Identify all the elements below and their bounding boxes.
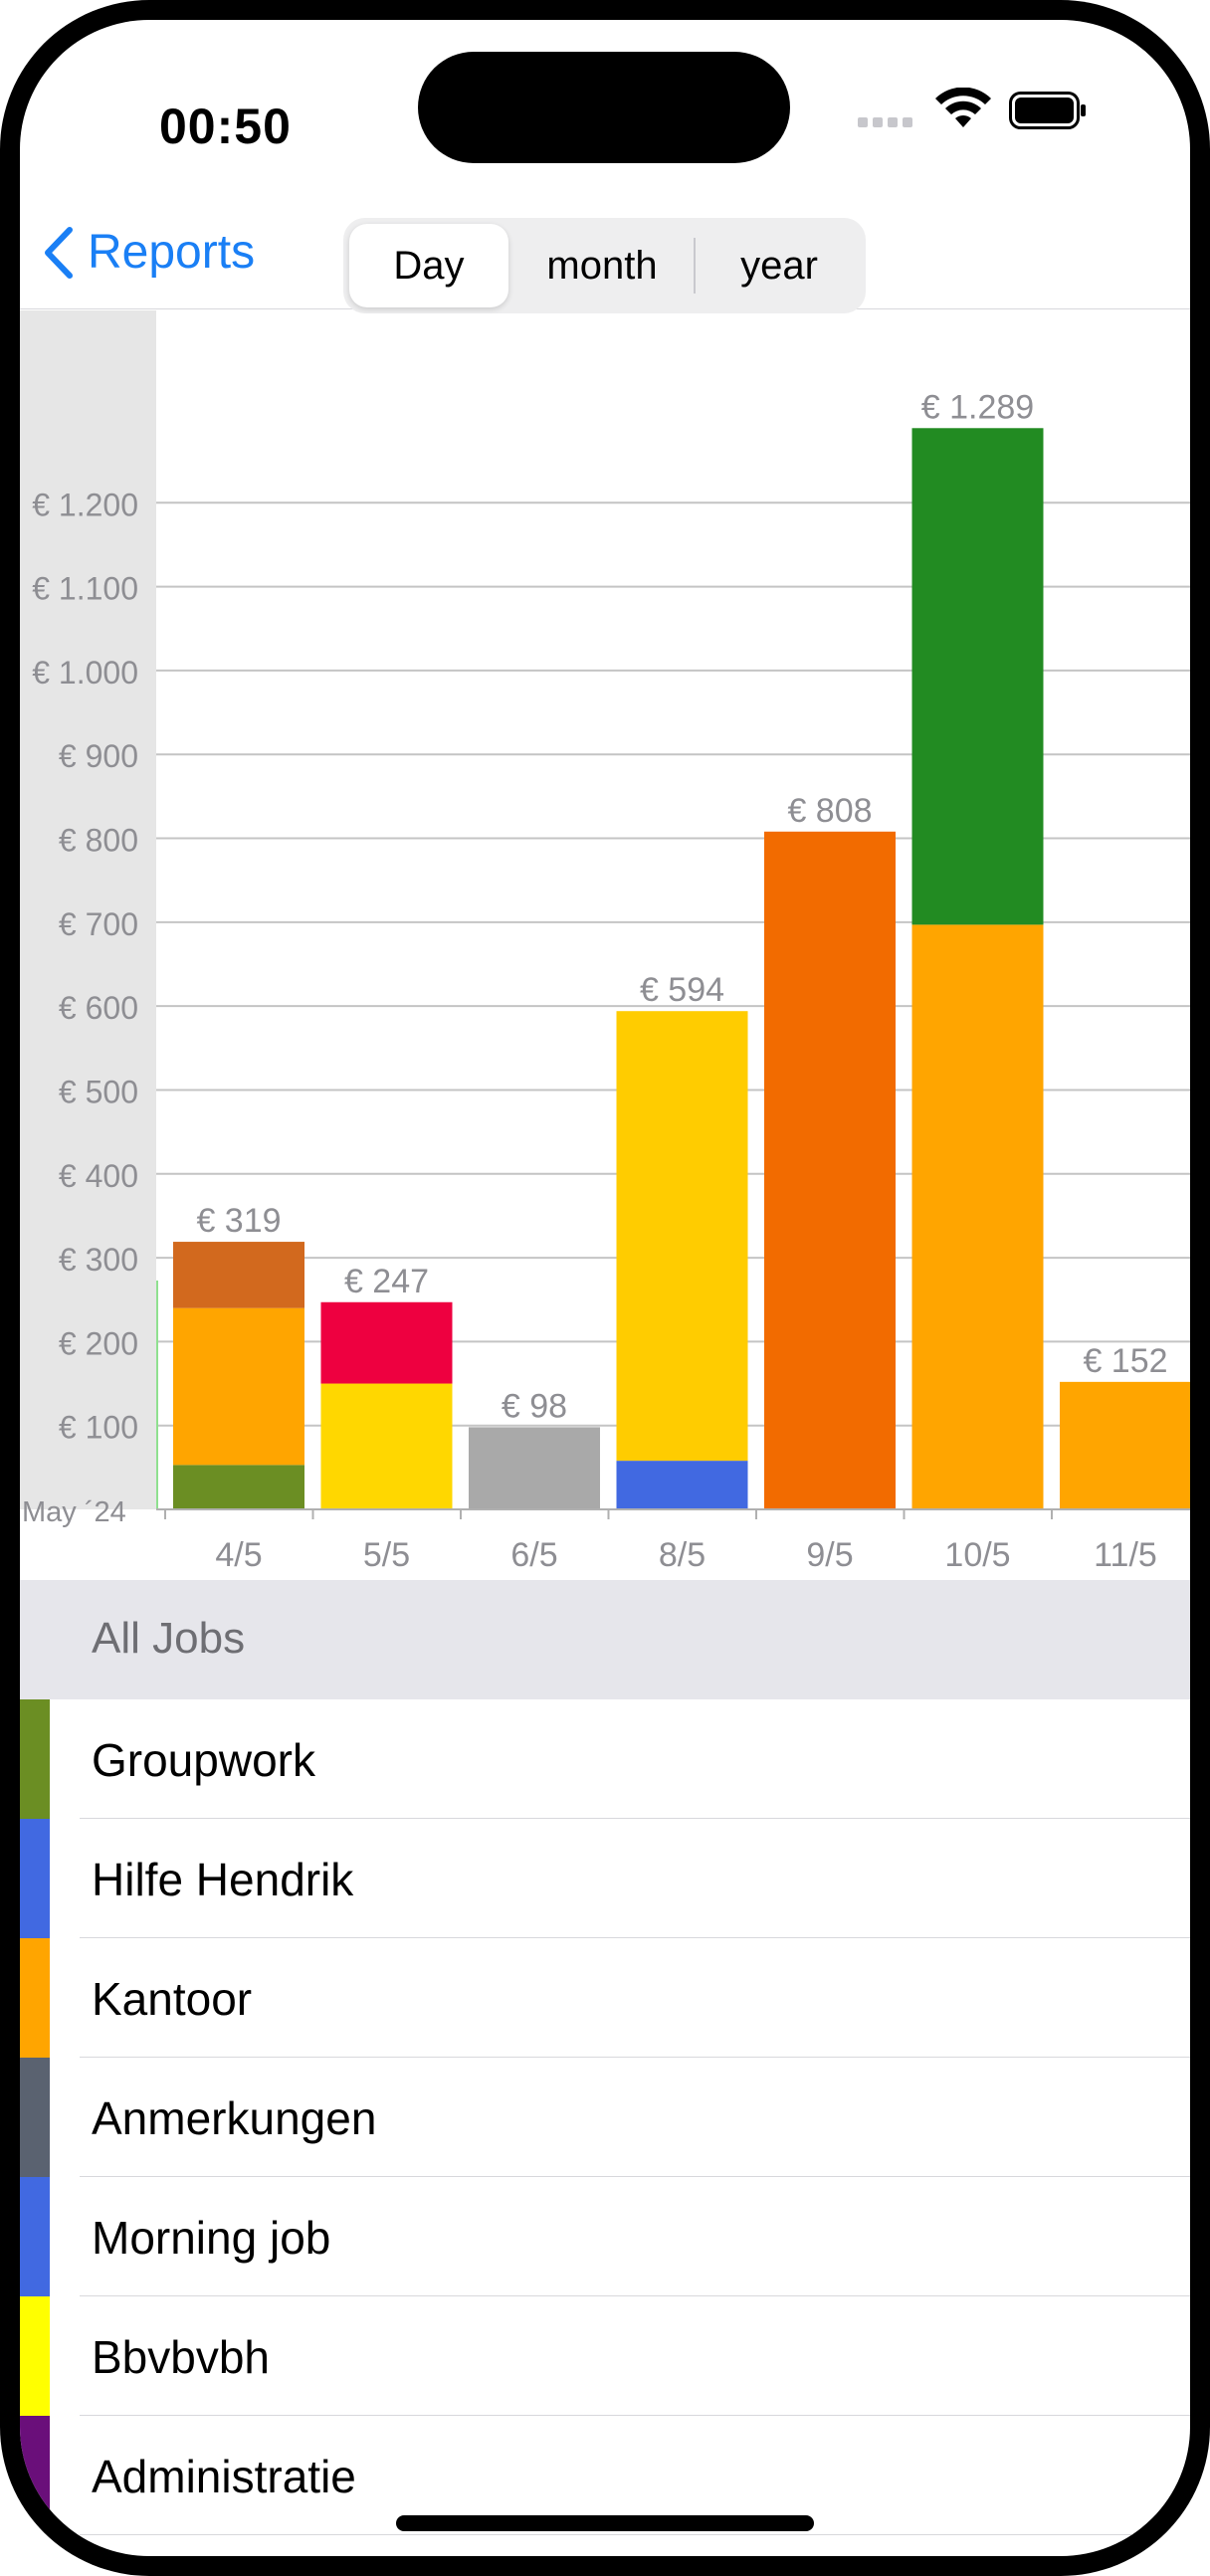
bar-segment[interactable] [616,1461,748,1509]
chevron-left-icon [45,226,73,279]
bar-value-label: € 247 [344,1263,429,1300]
job-row[interactable]: Groupwork [20,1699,1190,1819]
bar-value-label: € 1.289 [921,388,1034,426]
job-row[interactable]: Bbvbvbh [20,2296,1190,2416]
y-tick-label: € 700 [59,906,138,942]
y-tick-label: € 300 [59,1242,138,1278]
row-separator [80,2533,1190,2535]
segment-day[interactable]: Day [349,224,508,307]
bar-segment[interactable] [173,1465,304,1509]
jobs-list: Groupwork Hilfe Hendrik Kantoor Anmerkungen… [20,1699,1190,2535]
y-tick-label: € 400 [59,1158,138,1194]
segment-month[interactable]: month [512,224,692,307]
bar-value-label: € 152 [1083,1342,1167,1380]
x-tick-label: 9/5 [806,1536,853,1574]
home-indicator [396,2515,814,2531]
row-separator [80,2414,1190,2416]
job-color-swatch [20,2058,50,2177]
wifi-icon [935,87,991,136]
back-button-label: Reports [88,226,256,279]
job-color-swatch [20,2416,50,2535]
navigation-bar: Reports Day month year [20,189,1190,313]
cellular-signal-icon [858,114,917,132]
y-axis-panel [20,310,156,1509]
segment-month-label: month [546,243,658,288]
job-name: Anmerkungen [92,2092,377,2144]
job-name: Groupwork [92,1734,315,1786]
job-row[interactable]: Anmerkungen [20,2058,1190,2177]
y-tick-label: € 200 [59,1325,138,1361]
segment-year-label: year [740,243,818,288]
y-tick-label: € 800 [59,823,138,859]
job-color-swatch [20,2177,50,2296]
job-name: Bbvbvbh [92,2331,271,2383]
bar-value-label: € 98 [502,1387,567,1425]
y-tick-label: € 1.000 [32,655,138,691]
bar-segment[interactable] [469,1427,600,1509]
row-separator [80,1817,1190,1819]
x-tick-label: 6/5 [510,1536,557,1574]
x-tick-label: 10/5 [944,1536,1010,1574]
bar-segment[interactable] [764,831,896,1509]
bar-segment[interactable] [616,1011,748,1462]
x-tick-label: 11/5 [1094,1536,1157,1574]
segment-divider [694,238,696,294]
job-name: Administratie [92,2451,356,2502]
y-tick-label: € 1.100 [32,571,138,607]
job-row[interactable]: Kantoor [20,1938,1190,2058]
job-row[interactable]: Morning job [20,2177,1190,2296]
job-color-swatch [20,1699,50,1819]
x-tick-label: 5/5 [363,1536,410,1574]
bar-value-label: € 808 [787,792,872,830]
y-tick-label: € 1.200 [32,487,138,522]
period-segmented-control: Day month year [343,218,866,313]
row-separator [80,2294,1190,2296]
jobs-section-header[interactable]: All Jobs [20,1580,1190,1699]
screen: 00:50 [20,20,1190,2556]
job-name: Hilfe Hendrik [92,1854,354,1905]
job-color-swatch [20,1819,50,1938]
jobs-header-label: All Jobs [92,1614,246,1663]
bar-value-label: € 319 [196,1202,281,1240]
job-row[interactable]: Administratie [20,2416,1190,2535]
battery-icon [1009,92,1089,136]
job-color-swatch [20,1938,50,2058]
bar-segment[interactable] [320,1301,453,1384]
y-tick-label: € 100 [59,1410,138,1446]
back-button[interactable]: Reports [42,225,255,280]
row-separator [80,2056,1190,2058]
chart-canvas: € 100 € 200 € 300 € 400 € 500 € 600 € 700 € 800… [20,310,1190,1574]
bar-segment[interactable] [1060,1381,1190,1509]
job-row[interactable]: Hilfe Hendrik [20,1819,1190,1938]
bar-segment[interactable] [173,1307,304,1466]
job-color-swatch [20,2296,50,2416]
earnings-bar-chart[interactable]: € 100 € 200 € 300 € 400 € 500 € 600 € 700 € 800… [20,310,1190,1590]
job-name: Morning job [92,2212,331,2264]
bar-segment[interactable] [911,428,1044,925]
status-time: 00:50 [159,99,292,154]
bar-segment[interactable] [173,1242,304,1308]
y-tick-label: € 500 [59,1074,138,1109]
x-tick-label: 8/5 [659,1536,706,1574]
bar-segment[interactable] [320,1383,453,1509]
row-separator [80,2175,1190,2177]
dynamic-island [418,52,790,163]
segment-year[interactable]: year [698,224,861,307]
y-tick-label: € 900 [59,738,138,774]
row-separator [80,1936,1190,1938]
y-tick-label: € 600 [59,990,138,1026]
period-label: May ´24 [22,1496,126,1528]
bar-segment[interactable] [911,924,1044,1509]
bar-value-label: € 594 [640,971,724,1009]
segment-day-label: Day [393,243,465,288]
job-name: Kantoor [92,1973,253,2025]
status-bar: 00:50 [20,20,1190,169]
x-tick-label: 4/5 [215,1536,262,1574]
